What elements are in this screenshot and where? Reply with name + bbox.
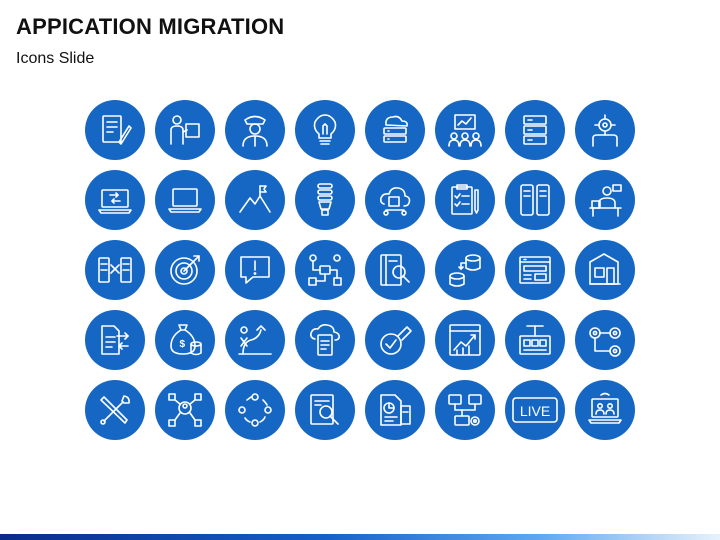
tools-icon [85, 380, 145, 440]
growth-strategy-icon [225, 310, 285, 370]
document-sign-icon [85, 100, 145, 160]
mountain-flag-icon [225, 170, 285, 230]
slide-subtitle: Icons Slide [16, 50, 95, 67]
lightbulb-icon [295, 100, 355, 160]
pilot-icon [225, 100, 285, 160]
badge-check-icon [365, 310, 425, 370]
checklist-board-icon [435, 170, 495, 230]
mobile-devices-icon [505, 170, 565, 230]
browser-window-icon [505, 240, 565, 300]
cloud-network-icon [365, 170, 425, 230]
network-hierarchy-icon [295, 240, 355, 300]
laptop-transfer-icon [85, 170, 145, 230]
desk-worker-icon [575, 170, 635, 230]
slide-title: APPICATION MIGRATION [16, 14, 285, 39]
cloud-server-icon [365, 100, 425, 160]
gear-process-icon [575, 310, 635, 370]
online-meeting-icon [575, 380, 635, 440]
report-chart-icon [365, 380, 425, 440]
server-exchange-icon [85, 240, 145, 300]
book-search-icon [365, 240, 425, 300]
team-cycle-icon [225, 380, 285, 440]
file-transfer-icon [85, 310, 145, 370]
presenter-puzzle-icon [155, 100, 215, 160]
live-icon: LIVE [505, 380, 565, 440]
gear-head-icon [575, 100, 635, 160]
svg-text:$: $ [180, 339, 186, 350]
icon-grid: $ LIVE [85, 100, 637, 440]
server-network-icon [435, 380, 495, 440]
growth-report-icon [435, 310, 495, 370]
target-icon [155, 240, 215, 300]
database-icon [505, 100, 565, 160]
laptop-icon [155, 170, 215, 230]
blueprint-icon [575, 240, 635, 300]
team-meeting-icon [435, 100, 495, 160]
live-label: LIVE [520, 403, 550, 419]
data-migration-icon [435, 240, 495, 300]
gateway-icon [505, 310, 565, 370]
alert-chat-icon [225, 240, 285, 300]
footer-bar [0, 534, 720, 540]
cfl-bulb-icon [295, 170, 355, 230]
cloud-document-icon [295, 310, 355, 370]
money-bag-icon: $ [155, 310, 215, 370]
search-document-icon [295, 380, 355, 440]
network-user-icon [155, 380, 215, 440]
